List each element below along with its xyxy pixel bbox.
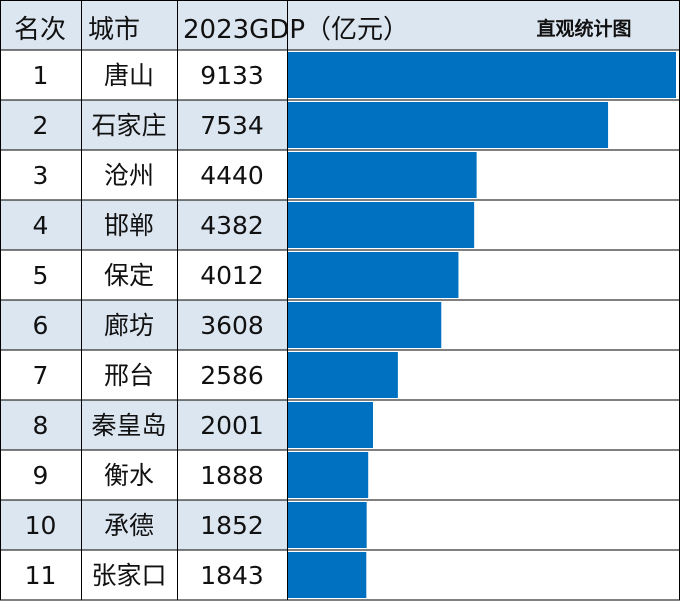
gdp-value-cell: 9133 [200, 61, 264, 90]
bar-4 [288, 202, 475, 248]
row-bg [0, 300, 287, 350]
rank-cell: 4 [33, 211, 49, 240]
city-cell: 秦皇岛 [91, 411, 166, 440]
rank-cell: 7 [33, 361, 49, 390]
rank-cell: 8 [33, 411, 49, 440]
rank-cell: 3 [33, 161, 49, 190]
city-cell: 张家口 [91, 561, 166, 590]
gdp-value-cell: 1888 [200, 461, 264, 490]
bar-7 [288, 352, 398, 398]
rank-cell: 5 [33, 261, 49, 290]
header-rank: 名次 [14, 15, 66, 45]
row-bg [0, 400, 287, 450]
header-row-bg [0, 0, 680, 50]
gdp-value-cell: 7534 [200, 111, 264, 140]
gdp-value-cell: 2001 [200, 411, 264, 440]
bar-2 [288, 102, 609, 148]
city-cell: 石家庄 [91, 111, 166, 140]
rank-cell: 1 [33, 61, 49, 90]
row-bg [0, 100, 287, 150]
city-cell: 邯郸 [104, 211, 154, 240]
bar-5 [288, 252, 459, 298]
city-cell: 唐山 [104, 61, 154, 90]
rank-cell: 6 [33, 311, 49, 340]
rank-cell: 11 [25, 561, 57, 590]
rank-cell: 9 [33, 461, 49, 490]
city-cell: 邢台 [104, 361, 154, 390]
city-cell: 承德 [104, 511, 154, 540]
rank-cell: 10 [25, 511, 57, 540]
city-cell: 保定 [104, 261, 154, 290]
row-bg [0, 200, 287, 250]
city-cell: 衡水 [104, 461, 154, 490]
bar-3 [288, 152, 477, 198]
bar-11 [288, 552, 367, 598]
bar-10 [288, 502, 367, 548]
bar-1 [288, 52, 676, 98]
row-bg [0, 500, 287, 550]
bar-8 [288, 402, 374, 448]
rank-cell: 2 [33, 111, 49, 140]
gdp-value-cell: 2586 [200, 361, 264, 390]
header-gdp: 2023GDP（亿元） [183, 15, 409, 45]
gdp-value-cell: 4012 [200, 261, 264, 290]
city-cell: 沧州 [104, 161, 154, 190]
gdp-value-cell: 4440 [200, 161, 264, 190]
gdp-value-cell: 1852 [200, 511, 264, 540]
bar-9 [288, 452, 369, 498]
gdp-value-cell: 4382 [200, 211, 264, 240]
bar-6 [288, 302, 442, 348]
gdp-value-cell: 3608 [200, 311, 264, 340]
city-cell: 廊坊 [104, 311, 154, 340]
header-chart-note: 直观统计图 [536, 17, 631, 40]
header-city: 城市 [88, 15, 140, 45]
gdp-value-cell: 1843 [200, 561, 264, 590]
